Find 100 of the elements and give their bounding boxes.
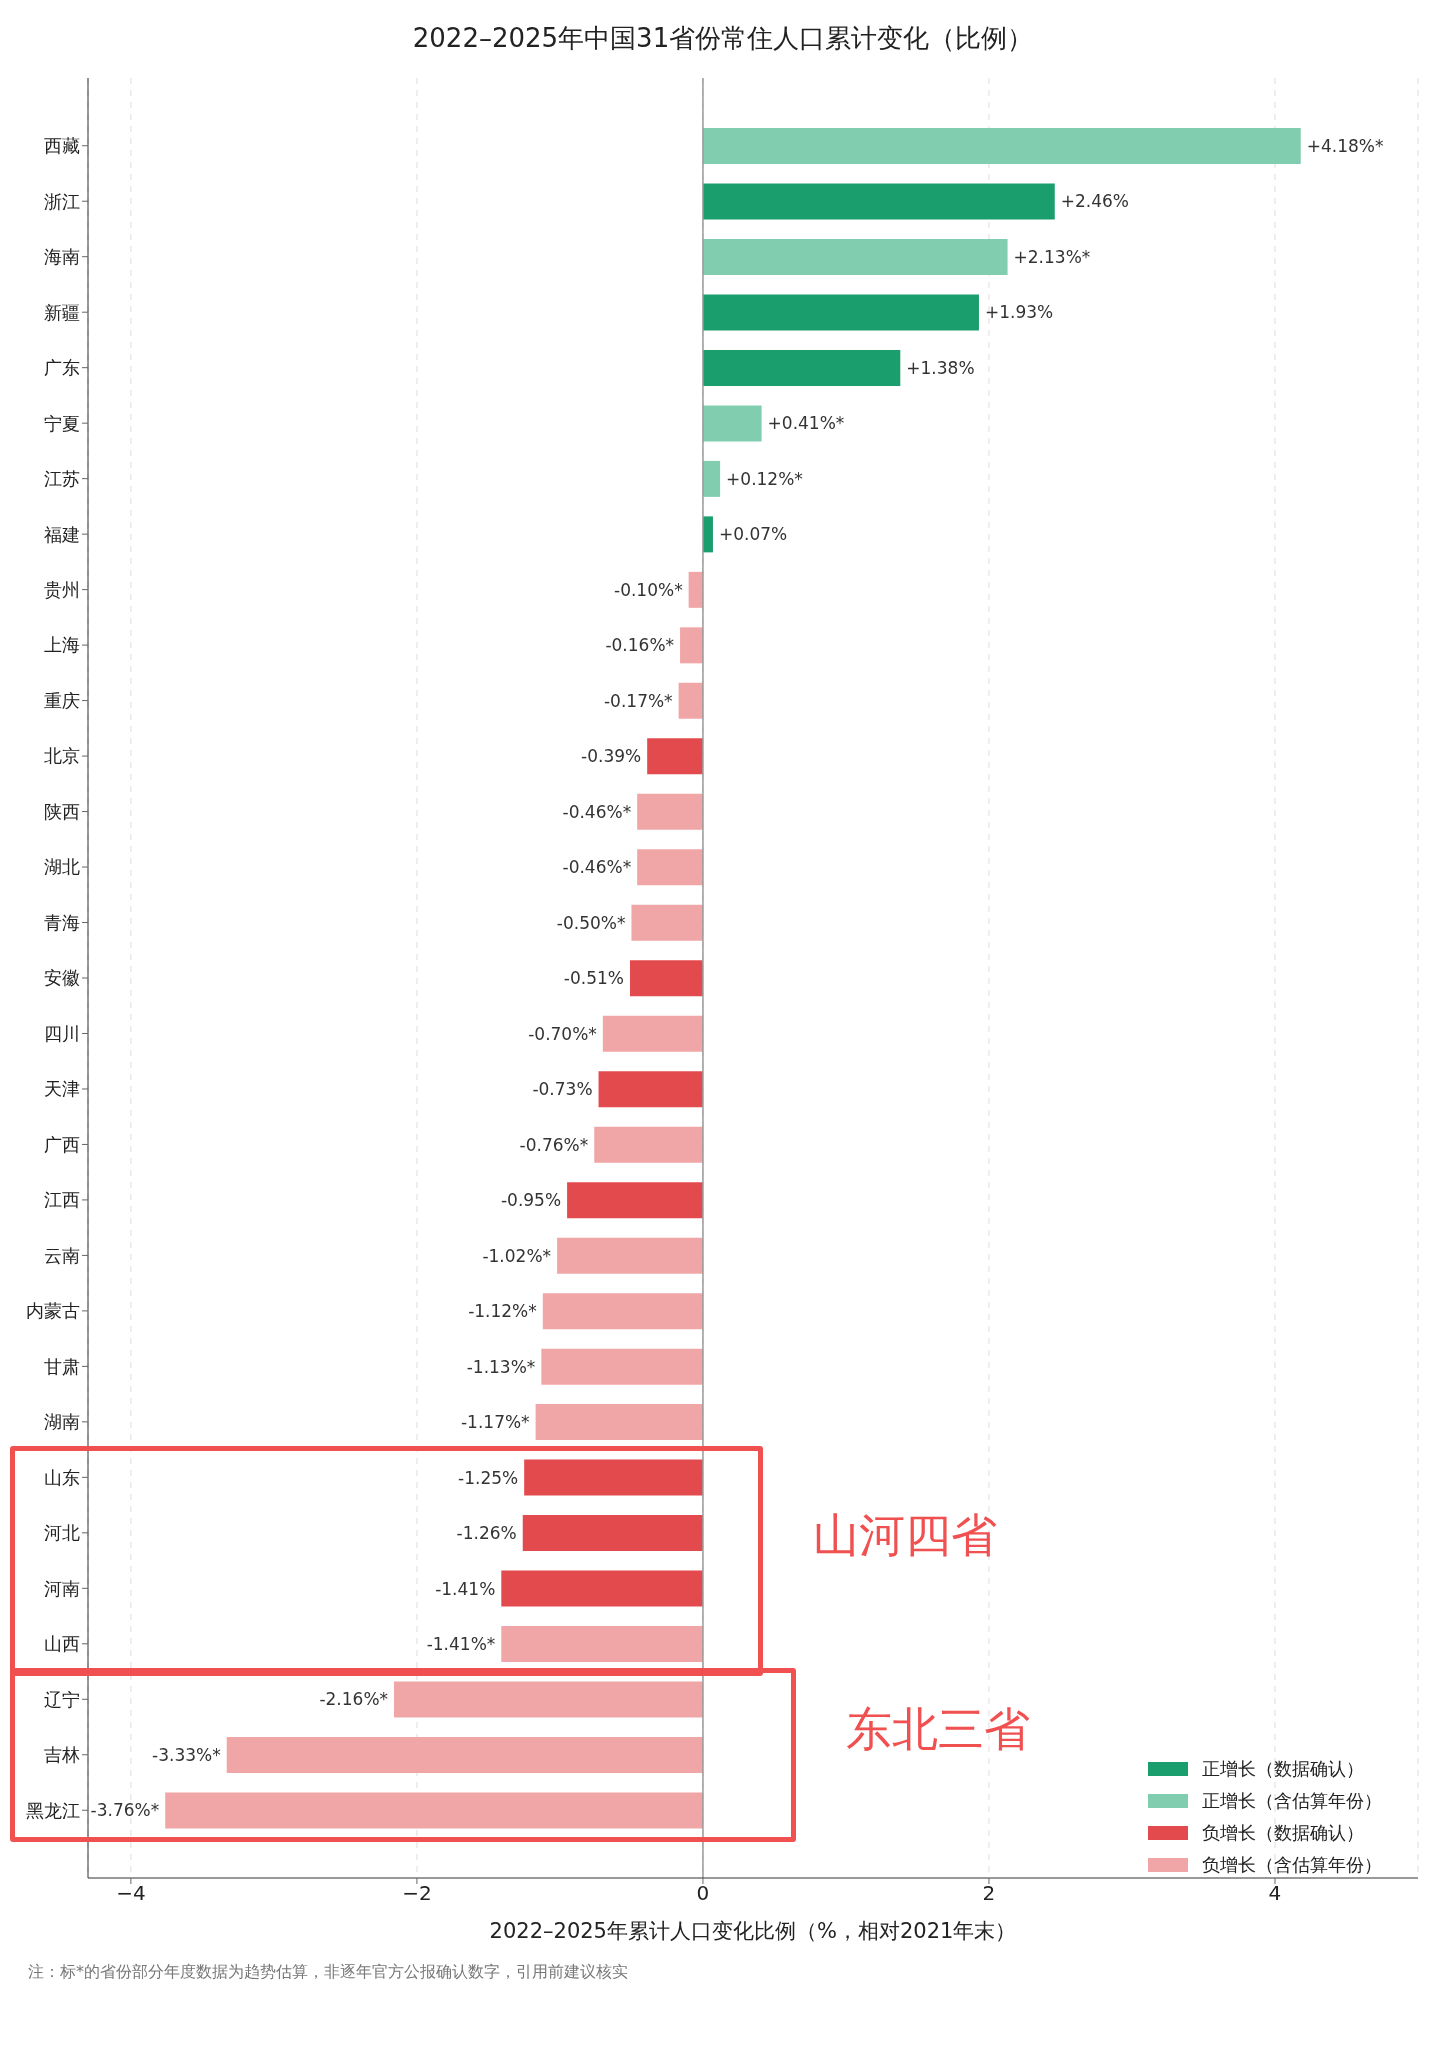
bar (522, 1515, 703, 1552)
bar (524, 1459, 703, 1496)
text: 注：标*的省份部分年度数据为趋势估算，非逐年官方公报确认数字，引用前建议核实 (27, 1961, 629, 1983)
bar (598, 1071, 703, 1108)
bar (557, 1237, 703, 1274)
data-label: -3.76%* (90, 1800, 160, 1821)
bar (567, 1182, 703, 1219)
y-tick-label: 甘肃 (44, 1355, 80, 1377)
data-label: -1.17%* (460, 1412, 530, 1433)
data-label: +2.13%* (1013, 246, 1091, 267)
x-tick-label: 2 (982, 1881, 996, 1906)
bar (637, 793, 703, 830)
y-tick-label: 上海 (44, 634, 80, 656)
legend-label: 负增长（含估算年份） (1202, 1853, 1382, 1877)
data-label: +4.18%* (1306, 135, 1384, 156)
bar (637, 849, 703, 886)
y-tick-label: 河北 (44, 1522, 80, 1544)
x-tick-label: 0 (696, 1881, 710, 1906)
bar (165, 1792, 703, 1829)
y-tick-label: 湖北 (44, 856, 80, 878)
chart-title: 2022–2025年中国31省份常住人口累计变化（比例） (411, 22, 1035, 55)
annotation: 山河四省 (813, 1507, 997, 1565)
legend-label: 负增长（数据确认） (1202, 1821, 1364, 1845)
data-label: +0.07% (718, 524, 788, 545)
x-tick-label: 4 (1268, 1881, 1282, 1906)
data-label: +1.93% (984, 302, 1054, 323)
data-label: -1.26% (456, 1523, 517, 1544)
data-label: +2.46% (1060, 191, 1129, 212)
y-tick-label: 河南 (44, 1577, 80, 1599)
y-tick-label: 新疆 (44, 301, 80, 323)
y-tick-label: 安徽 (44, 967, 80, 989)
y-tick-label: 四川 (44, 1022, 80, 1044)
bar (542, 1293, 703, 1330)
bar (688, 571, 703, 608)
y-tick-label: 江西 (44, 1189, 80, 1211)
y-tick-label: 海南 (44, 246, 80, 268)
bar (702, 460, 721, 497)
data-label: -3.33%* (152, 1744, 221, 1765)
y-tick-label: 吉林 (44, 1744, 80, 1766)
bar (631, 904, 703, 941)
bar (602, 1015, 703, 1052)
y-tick-label: 贵州 (44, 579, 80, 600)
data-label: -0.46%* (562, 801, 632, 822)
bar (594, 1126, 703, 1163)
data-label: -0.46%* (562, 857, 632, 878)
y-tick-label: 辽宁 (44, 1688, 80, 1710)
x-tick-label: −2 (402, 1881, 432, 1906)
y-tick-label: 云南 (44, 1244, 80, 1266)
data-label: -0.50%* (556, 912, 626, 933)
y-tick-label: 福建 (44, 523, 80, 545)
data-label: +0.41%* (767, 413, 845, 434)
data-label: +0.12%* (726, 468, 803, 489)
bar (535, 1404, 703, 1441)
annotation: 东北三省 (845, 1701, 1030, 1759)
bar (702, 183, 1055, 220)
data-label: -1.13%* (466, 1356, 536, 1377)
y-tick-label: 广东 (44, 357, 80, 379)
bar (702, 127, 1301, 164)
y-tick-label: 西藏 (44, 135, 80, 157)
bar (680, 627, 703, 664)
bar (702, 238, 1008, 275)
data-label: -1.25% (458, 1467, 519, 1488)
y-tick-label: 黑龙江 (26, 1799, 80, 1821)
x-axis-title: 2022–2025年累计人口变化比例（%，相对2021年末） (489, 1919, 1017, 1943)
legend-label: 正增长（含估算年份） (1202, 1789, 1382, 1813)
bar (394, 1681, 703, 1718)
bar (702, 405, 762, 442)
data-label: -0.76%* (519, 1134, 589, 1155)
bar (702, 349, 901, 386)
bar (501, 1626, 703, 1663)
data-label: -1.41% (435, 1578, 496, 1599)
y-tick-label: 湖南 (44, 1411, 80, 1433)
data-label: -1.41%* (426, 1634, 496, 1654)
data-label: -2.16%* (319, 1689, 389, 1710)
data-label: -0.16%* (605, 635, 675, 656)
bar (501, 1570, 703, 1607)
data-label: +1.38% (906, 357, 975, 378)
data-label: -0.39% (581, 746, 642, 767)
data-label: -0.95% (500, 1190, 562, 1211)
data-label: -0.73% (532, 1079, 593, 1100)
x-tick-label: −4 (116, 1881, 146, 1906)
y-tick-label: 天津 (44, 1078, 80, 1100)
y-tick-label: 广西 (44, 1133, 80, 1155)
data-label: -1.12%* (468, 1301, 537, 1322)
y-tick-label: 浙江 (44, 190, 80, 212)
data-label: -0.51% (563, 968, 625, 989)
legend-label: 正增长（数据确认） (1202, 1757, 1364, 1781)
bar (541, 1348, 703, 1385)
y-tick-label: 重庆 (44, 689, 80, 711)
data-label: -0.70%* (528, 1023, 597, 1044)
bar (647, 738, 703, 775)
data-label: -1.02%* (482, 1245, 552, 1266)
y-tick-label: 山西 (44, 1633, 80, 1655)
data-label: -0.10%* (614, 579, 683, 600)
bar (702, 516, 713, 553)
bar (702, 294, 979, 331)
bar (630, 960, 703, 997)
y-tick-label: 陕西 (44, 800, 80, 822)
y-tick-label: 内蒙古 (26, 1300, 80, 1322)
y-tick-label: 北京 (44, 745, 80, 767)
